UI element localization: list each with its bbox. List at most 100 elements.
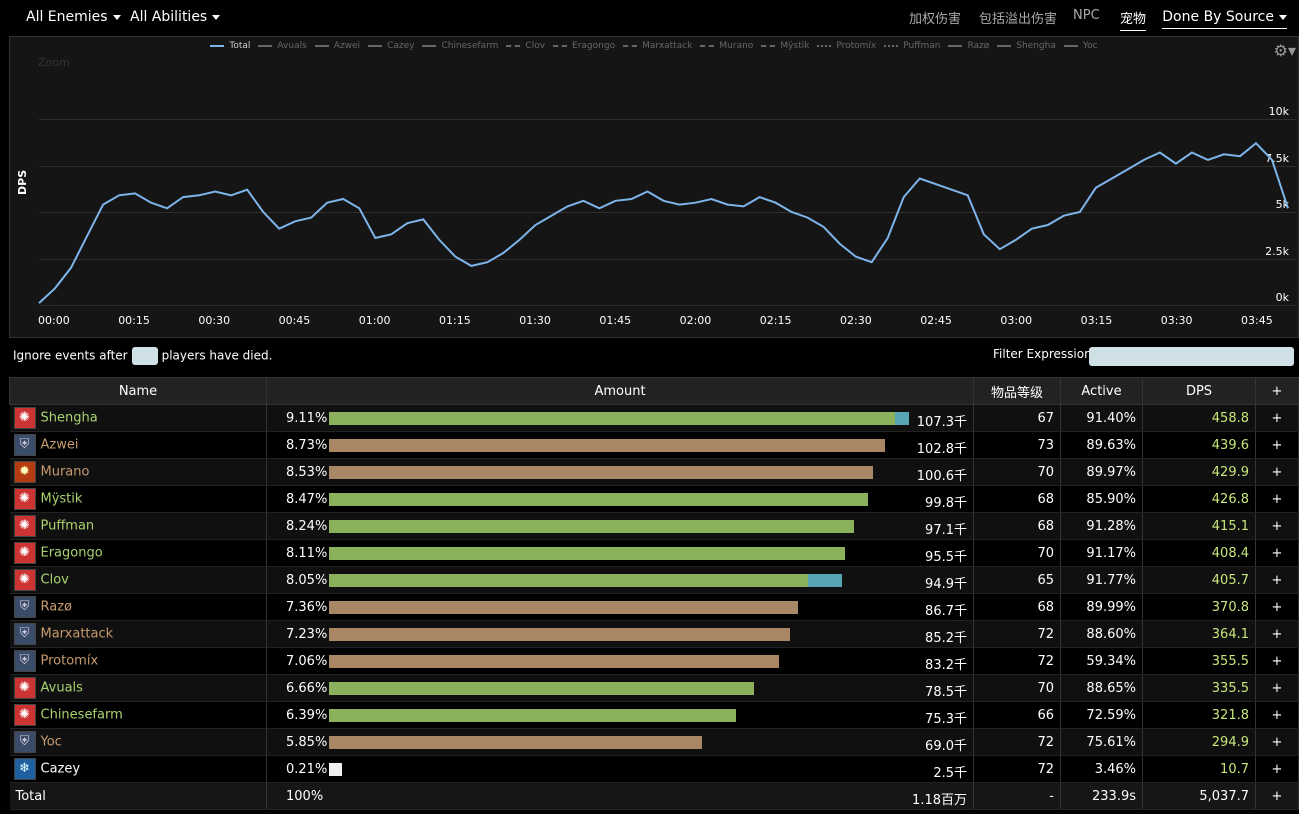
player-name[interactable]: Marxattack — [40, 626, 114, 642]
row-name-cell[interactable]: ✺ Chinesefarm — [9, 701, 267, 729]
legend-item[interactable]: Yoc — [1063, 41, 1098, 51]
legend-item[interactable]: Azwei — [314, 41, 360, 51]
legend-swatch — [884, 44, 899, 47]
row-name-cell[interactable]: ✺ Clov — [9, 566, 267, 594]
table-row[interactable]: ⛨ Razø 7.36% 86.7千 68 89.99% 370.8 + — [9, 593, 1299, 621]
dps-cell: 439.6 — [1142, 431, 1256, 459]
series-line-total — [38, 141, 1289, 304]
chart-plot-area[interactable] — [10, 37, 1298, 337]
table-row[interactable]: ❄ Cazey 0.21% 2.5千 72 3.46% 10.7 + — [9, 755, 1299, 783]
expand-button[interactable]: + — [1255, 647, 1299, 675]
legend-item[interactable]: Cazey — [368, 41, 414, 51]
player-name[interactable]: Cazey — [40, 761, 81, 777]
table-row[interactable]: ⛨ Azwei 8.73% 102.8千 73 89.63% 439.6 + — [9, 431, 1299, 459]
header-name[interactable]: Name — [9, 377, 267, 405]
abilities-dropdown[interactable]: All Abilities — [130, 9, 221, 25]
legend-item[interactable]: Marxattack — [623, 41, 692, 51]
enemies-dropdown[interactable]: All Enemies — [26, 9, 121, 25]
header-dps[interactable]: DPS — [1142, 377, 1256, 405]
expand-button[interactable]: + — [1255, 674, 1299, 702]
table-row[interactable]: ✺ Puffman 8.24% 97.1千 68 91.28% 415.1 + — [9, 512, 1299, 540]
expand-button[interactable]: + — [1255, 593, 1299, 621]
tab-pets[interactable]: 宠物 — [1120, 8, 1147, 31]
expand-button[interactable]: + — [1255, 431, 1299, 459]
done-by-source-dropdown[interactable]: Done By Source — [1162, 9, 1287, 29]
player-name[interactable]: Puffman — [40, 518, 95, 534]
player-name[interactable]: Azwei — [40, 437, 79, 453]
table-row[interactable]: ✺ Mÿstik 8.47% 99.8千 68 85.90% 426.8 + — [9, 485, 1299, 513]
header-item-level[interactable]: 物品等级 — [973, 377, 1061, 405]
amount-percent: 7.06% — [286, 654, 328, 669]
table-row[interactable]: ✺ Avuals 6.66% 78.5千 70 88.65% 335.5 + — [9, 674, 1299, 702]
row-name-cell[interactable]: ✺ Puffman — [9, 512, 267, 540]
header-amount[interactable]: Amount — [266, 377, 974, 405]
legend-item[interactable]: Razø — [948, 41, 989, 51]
player-name[interactable]: Shengha — [40, 410, 98, 426]
player-name[interactable]: Razø — [40, 599, 73, 615]
table-row[interactable]: ⛨ Protomíx 7.06% 83.2千 72 59.34% 355.5 + — [9, 647, 1299, 675]
row-name-cell[interactable]: ⛨ Yoc — [9, 728, 267, 756]
legend-item[interactable]: Clov — [506, 41, 545, 51]
header-plus[interactable]: + — [1255, 377, 1299, 405]
player-name[interactable]: Mÿstik — [40, 491, 83, 507]
player-name[interactable]: Murano — [40, 464, 90, 480]
row-name-cell[interactable]: ⛨ Azwei — [9, 431, 267, 459]
row-name-cell[interactable]: ✹ Murano — [9, 458, 267, 486]
expand-button[interactable]: + — [1255, 485, 1299, 513]
expand-button[interactable]: + — [1255, 512, 1299, 540]
expand-button[interactable]: + — [1255, 701, 1299, 729]
player-name[interactable]: Protomíx — [40, 653, 99, 669]
row-name-cell[interactable]: ✺ Mÿstik — [9, 485, 267, 513]
tab-overkill-damage[interactable]: 包括溢出伤害 — [979, 12, 1058, 27]
player-name[interactable]: Yoc — [40, 734, 62, 750]
table-row[interactable]: ✺ Eragongo 8.11% 95.5千 70 91.17% 408.4 + — [9, 539, 1299, 567]
table-row[interactable]: ✺ Clov 8.05% 94.9千 65 91.77% 405.7 + — [9, 566, 1299, 594]
legend-swatch — [368, 44, 383, 47]
legend-label: Shengha — [1016, 41, 1056, 51]
filter-expression-input[interactable] — [1089, 347, 1294, 366]
dps-chart: Total Avuals Azwei Cazey Chinesefarm Clov Erag… — [9, 36, 1299, 338]
player-name[interactable]: Clov — [40, 572, 69, 588]
active-cell: 72.59% — [1060, 701, 1143, 729]
expand-button[interactable]: + — [1255, 620, 1299, 648]
row-amount-cell: 8.73% 102.8千 — [266, 431, 974, 459]
legend-item[interactable]: Shengha — [997, 41, 1056, 51]
expand-button[interactable]: + — [1255, 782, 1299, 810]
expand-button[interactable]: + — [1255, 566, 1299, 594]
legend-item[interactable]: Eragongo — [553, 41, 615, 51]
tab-weighted-damage[interactable]: 加权伤害 — [909, 12, 962, 27]
header-active[interactable]: Active — [1060, 377, 1143, 405]
table-row[interactable]: ⛨ Yoc 5.85% 69.0千 72 75.61% 294.9 + — [9, 728, 1299, 756]
player-name[interactable]: Chinesefarm — [40, 707, 123, 723]
legend-item[interactable]: Murano — [700, 41, 753, 51]
gear-icon[interactable]: ⚙▾ — [1273, 41, 1296, 60]
row-name-cell[interactable]: ⛨ Razø — [9, 593, 267, 621]
row-amount-cell: 7.23% 85.2千 — [266, 620, 974, 648]
row-name-cell[interactable]: ❄ Cazey — [9, 755, 267, 783]
table-row[interactable]: ⛨ Marxattack 7.23% 85.2千 72 88.60% 364.1 + — [9, 620, 1299, 648]
dead-players-input[interactable] — [131, 347, 158, 365]
expand-button[interactable]: + — [1255, 755, 1299, 783]
legend-item[interactable]: Avuals — [258, 41, 307, 51]
legend-item[interactable]: Puffman — [884, 41, 940, 51]
tab-npc[interactable]: NPC — [1073, 8, 1100, 23]
row-name-cell[interactable]: ⛨ Marxattack — [9, 620, 267, 648]
legend-item[interactable]: Mÿstik — [761, 41, 809, 51]
row-name-cell[interactable]: ✺ Eragongo — [9, 539, 267, 567]
table-row[interactable]: ✺ Chinesefarm 6.39% 75.3千 66 72.59% 321.8 + — [9, 701, 1299, 729]
player-name[interactable]: Avuals — [40, 680, 83, 696]
expand-button[interactable]: + — [1255, 404, 1299, 432]
legend-item[interactable]: Protomíx — [817, 41, 876, 51]
legend-item[interactable]: Chinesefarm — [422, 41, 498, 51]
table-row[interactable]: ✹ Murano 8.53% 100.6千 70 89.97% 429.9 + — [9, 458, 1299, 486]
legend-item[interactable]: Total — [210, 41, 250, 51]
row-name-cell[interactable]: ✺ Avuals — [9, 674, 267, 702]
row-name-cell[interactable]: ✺ Shengha — [9, 404, 267, 432]
expand-button[interactable]: + — [1255, 728, 1299, 756]
zoom-label[interactable]: Zoom — [38, 56, 70, 69]
expand-button[interactable]: + — [1255, 458, 1299, 486]
player-name[interactable]: Eragongo — [40, 545, 103, 561]
expand-button[interactable]: + — [1255, 539, 1299, 567]
table-row[interactable]: ✺ Shengha 9.11% 107.3千 67 91.40% 458.8 + — [9, 404, 1299, 432]
row-name-cell[interactable]: ⛨ Protomíx — [9, 647, 267, 675]
